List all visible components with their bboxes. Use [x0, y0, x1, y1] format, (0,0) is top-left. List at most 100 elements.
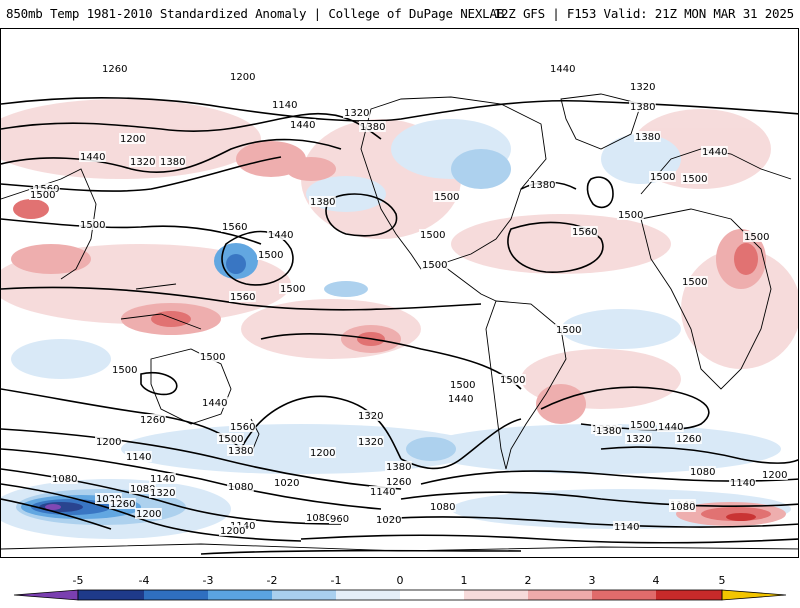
colorbar-swatch: [624, 590, 657, 600]
contour-label: 1200: [310, 448, 335, 459]
contour-label-bg: [149, 473, 176, 484]
colorbar: -5 -4 -3 -2 -1 0 1 2 3 4 5: [0, 560, 800, 601]
colorbar-swatch: [496, 590, 529, 600]
contour-label-bg: [549, 63, 576, 74]
contour-label-bg: [499, 374, 526, 385]
contour-label-bg: [221, 221, 248, 232]
colorbar-swatch: [689, 590, 723, 600]
colorbar-swatch: [400, 590, 433, 600]
contour-label-bg: [555, 324, 582, 335]
contour-label-bg: [227, 445, 254, 456]
contour-label: 1560: [222, 222, 247, 233]
contour-label-bg: [385, 476, 412, 487]
colorbar-tick-label: -4: [138, 574, 150, 587]
contour-label-bg: [79, 219, 106, 230]
contour-label: 1500: [112, 365, 137, 376]
contour-label: 1200: [120, 134, 145, 145]
contour-label-bg: [95, 436, 122, 447]
contour-label-bg: [729, 477, 756, 488]
contour-label: 1440: [290, 120, 315, 131]
contour-label: 1320: [130, 157, 155, 168]
contour-label: 1500: [630, 420, 655, 431]
contour-label: 1440: [268, 230, 293, 241]
contour-label: 1500: [682, 277, 707, 288]
contour-label-bg: [421, 259, 448, 270]
contour-label: 1500: [618, 210, 643, 221]
contour-label-bg: [529, 179, 556, 190]
contour-label: 1500: [280, 284, 305, 295]
colorbar-swatch: [144, 590, 177, 600]
contour-label-bg: [329, 513, 350, 524]
contour-label-bg: [125, 451, 152, 462]
colorbar-tick-label: 2: [524, 574, 532, 587]
contour-label-bg: [681, 276, 708, 287]
contour-label-bg: [689, 466, 716, 477]
contour-label: 1380: [635, 132, 660, 143]
contour-label: 1560: [230, 292, 255, 303]
contour-label-bg: [139, 414, 166, 425]
contour-label-bg: [159, 156, 186, 167]
contour-label: 960: [330, 514, 349, 525]
contour-label-bg: [149, 487, 176, 498]
contour-label: 1200: [136, 509, 161, 520]
contour-label: 1320: [358, 437, 383, 448]
contour-label: 1500: [80, 220, 105, 231]
colorbar-swatch: [176, 590, 209, 600]
contour-label: 1260: [676, 434, 701, 445]
contour-label: 1500: [30, 190, 55, 201]
contour-label: 1380: [310, 197, 335, 208]
contour-label: 1440: [702, 147, 727, 158]
contour-label-bg: [375, 514, 402, 525]
contour-label: 1500: [422, 260, 447, 271]
contour-label-bg: [29, 189, 56, 200]
contour-label: 1380: [630, 102, 655, 113]
contour-label-bg: [257, 249, 284, 260]
contour-label: 1380: [160, 157, 185, 168]
contour-label: 1440: [448, 394, 473, 405]
contour-label-bg: [217, 433, 244, 444]
contour-label: 1260: [386, 477, 411, 488]
contour-label-bg: [429, 501, 456, 512]
contour-label-bg: [267, 229, 294, 240]
contour-label: 1380: [228, 446, 253, 457]
contour-label-bg: [357, 410, 384, 421]
contour-label: 1140: [614, 522, 639, 533]
colorbar-swatch: [656, 590, 690, 600]
contour-label: 1080: [306, 513, 331, 524]
contour-label-bg: [385, 461, 412, 472]
contour-label-bg: [79, 151, 106, 162]
colorbar-swatch: [240, 590, 273, 600]
contour-label: 1500: [434, 192, 459, 203]
contour-label-bg: [129, 483, 156, 494]
contour-label-bg: [199, 351, 226, 362]
contour-label: 1140: [150, 474, 175, 485]
contour-label-bg: [617, 209, 644, 220]
contour-label: 1080: [430, 502, 455, 513]
contour-label: 1080: [228, 482, 253, 493]
contour-label-bg: [227, 481, 254, 492]
contour-label-bg: [433, 191, 460, 202]
contour-label-bg: [675, 433, 702, 444]
colorbar-swatch: [111, 590, 145, 600]
contour-label-bg: [681, 173, 708, 184]
contour-label: 1200: [230, 72, 255, 83]
contour-label: 1500: [500, 375, 525, 386]
contour-label-bg: [369, 486, 396, 497]
colorbar-tick-label: 0: [396, 574, 404, 587]
contour-label-bg: [279, 283, 306, 294]
contour-label: 1080: [130, 484, 155, 495]
contour-label: 1380: [530, 180, 555, 191]
contour-label-bg: [625, 433, 652, 444]
colorbar-tick-label: 3: [588, 574, 596, 587]
contour-label-bg: [629, 419, 656, 430]
contour-label-bg: [109, 498, 136, 509]
contour-label: 1080: [670, 502, 695, 513]
colorbar-swatch: [528, 590, 561, 600]
contour-label-bg: [111, 364, 138, 375]
contour-label: 1500: [218, 434, 243, 445]
contour-label: 1080: [52, 474, 77, 485]
colorbar-swatch: [560, 590, 593, 600]
colorbar-arrow-left: [13, 589, 79, 601]
contour-label-bg: [129, 156, 156, 167]
contour-label: 1380: [360, 122, 385, 133]
